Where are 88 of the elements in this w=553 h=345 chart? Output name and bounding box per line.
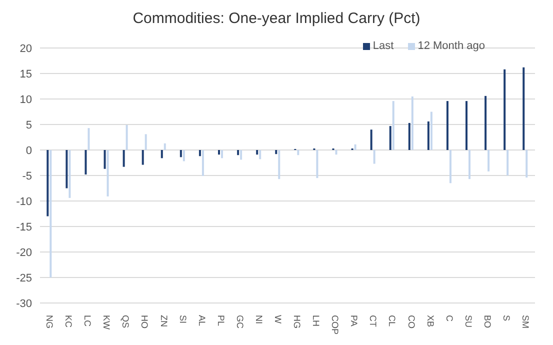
bar — [275, 150, 278, 154]
x-tick-label: COP — [330, 315, 340, 335]
bar — [427, 121, 430, 150]
bar — [160, 150, 163, 158]
bar — [259, 150, 262, 160]
bar — [164, 143, 166, 150]
bar — [522, 67, 525, 150]
bar — [122, 150, 125, 167]
y-tick-label: -25 — [16, 272, 32, 284]
x-tick-label: SM — [520, 315, 530, 328]
y-tick-label: 10 — [20, 94, 32, 106]
bar — [411, 96, 414, 150]
bar — [316, 150, 318, 178]
bar — [446, 101, 448, 150]
bar — [354, 144, 356, 150]
x-tick-label: S — [501, 315, 512, 322]
bar — [408, 122, 410, 150]
x-tick-label: KW — [102, 315, 112, 330]
bar — [180, 150, 182, 158]
bar — [84, 150, 87, 174]
bar — [278, 150, 280, 180]
bar — [335, 150, 338, 155]
bar — [392, 101, 394, 150]
bar — [488, 150, 490, 172]
x-tick-label: PL — [216, 315, 226, 326]
bar — [88, 128, 90, 150]
x-tick-label: KC — [64, 315, 74, 328]
bar — [468, 150, 471, 180]
chart-title: Commodities: One-year Implied Carry (Pct) — [132, 9, 422, 29]
bar — [142, 150, 144, 165]
x-tick-label: LC — [82, 315, 93, 328]
bar — [104, 150, 106, 169]
bar — [237, 150, 240, 156]
x-tick-label: NI — [254, 315, 264, 324]
legend-label: Last — [372, 40, 394, 52]
bar — [526, 150, 528, 178]
y-tick-label: 20 — [20, 42, 32, 55]
x-tick-label: ZN — [158, 315, 169, 327]
y-tick-label: -15 — [16, 221, 32, 234]
y-tick-label: -30 — [16, 298, 32, 310]
x-tick-label: AL — [196, 315, 207, 326]
bar — [50, 150, 52, 278]
bar — [240, 150, 242, 160]
bar — [449, 150, 452, 184]
y-tick-label: 0 — [26, 144, 32, 157]
bar — [484, 96, 487, 150]
bar — [218, 150, 220, 155]
legend-label: 12 Month ago — [416, 40, 485, 52]
bar — [370, 130, 372, 150]
bar — [46, 150, 49, 216]
bar — [182, 150, 185, 162]
bar — [504, 69, 506, 150]
x-tick-label: XB — [425, 315, 436, 328]
y-tick-label: 15 — [20, 68, 32, 80]
bar — [221, 150, 224, 158]
bar — [430, 112, 432, 150]
x-tick-label: GC — [234, 315, 245, 329]
y-tick-label: 5 — [26, 119, 32, 132]
bar — [506, 150, 509, 176]
x-tick-label: PA — [349, 315, 360, 326]
bar — [66, 150, 68, 188]
x-tick-label: CL — [387, 315, 398, 327]
x-tick-label: NG — [44, 315, 55, 328]
bar — [126, 125, 128, 150]
x-tick-label: C — [444, 315, 454, 322]
bar — [144, 134, 147, 150]
x-tick-label: HG — [292, 315, 302, 328]
y-tick-label: -10 — [16, 196, 32, 208]
bar — [256, 150, 258, 155]
x-tick-label: CO — [406, 315, 416, 328]
x-tick-label: SI — [178, 315, 188, 324]
x-tick-label: CT — [368, 315, 378, 328]
bar — [466, 101, 468, 150]
bar — [106, 150, 109, 196]
x-tick-label: HO — [140, 315, 150, 328]
bar — [202, 150, 204, 176]
x-tick-label: W — [272, 315, 283, 324]
bar — [389, 126, 392, 150]
y-tick-label: -20 — [16, 246, 32, 259]
x-tick-label: QS — [120, 315, 131, 328]
bar — [297, 150, 300, 156]
bar — [198, 150, 201, 156]
x-tick-label: BO — [482, 315, 492, 328]
x-tick-label: SU — [463, 315, 474, 328]
x-tick-label: LH — [311, 315, 322, 327]
bar — [68, 150, 71, 198]
y-tick-label: -5 — [22, 170, 32, 182]
bar — [373, 150, 376, 164]
